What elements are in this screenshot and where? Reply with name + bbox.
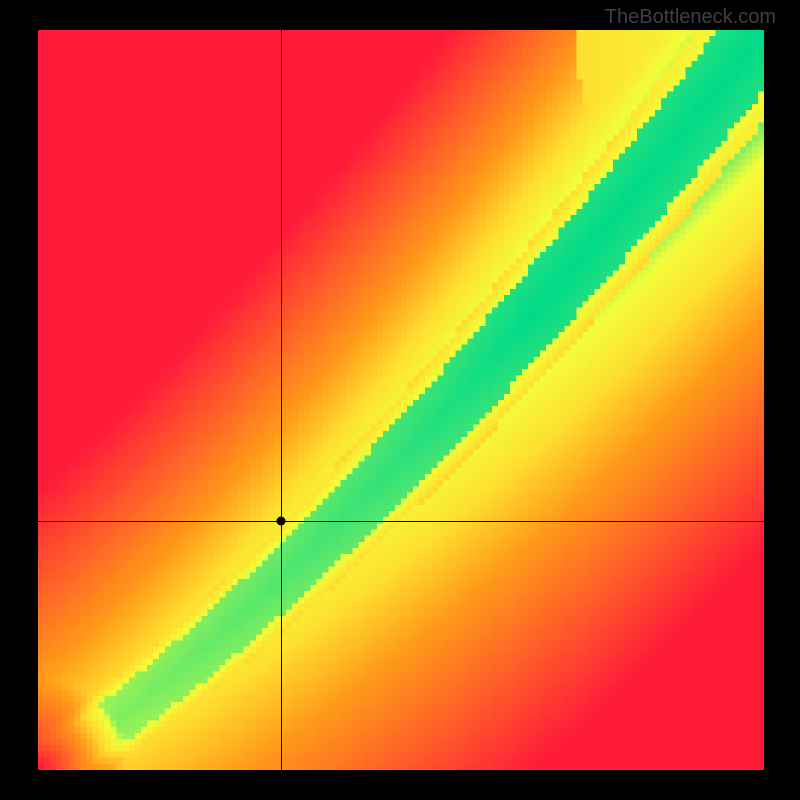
bottleneck-heatmap	[38, 30, 764, 770]
crosshair-vertical	[281, 30, 282, 770]
crosshair-horizontal	[38, 521, 764, 522]
plot-container	[0, 0, 800, 800]
plot-area	[38, 30, 764, 770]
watermark-text: TheBottleneck.com	[605, 6, 776, 29]
selected-point-marker	[277, 517, 286, 526]
